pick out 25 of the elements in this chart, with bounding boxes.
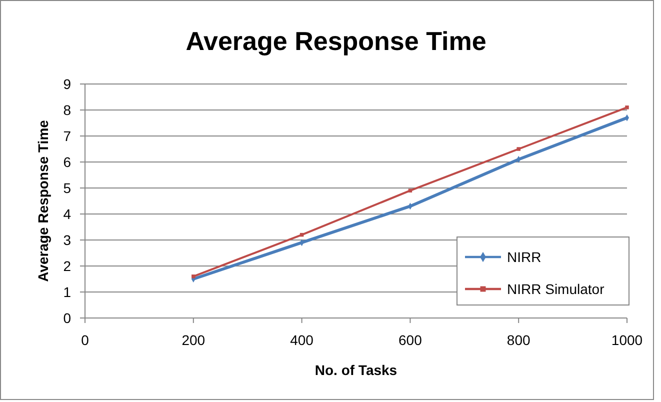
point (408, 188, 412, 192)
y-tick-label: 2 (63, 258, 72, 274)
y-axis-title: Average Response Time (35, 120, 51, 282)
legend-label: NIRR Simulator (507, 280, 605, 297)
x-tick-label: 200 (182, 332, 206, 348)
x-tick-label: 0 (81, 332, 90, 348)
x-axis-title: No. of Tasks (314, 362, 398, 378)
legend-label: NIRR (507, 248, 542, 265)
point (516, 147, 520, 151)
y-tick-label: 4 (63, 206, 72, 222)
chart-title: Average Response Time (186, 26, 486, 56)
y-tick-label: 8 (63, 102, 72, 118)
x-tick-label: 600 (398, 332, 422, 348)
x-tick-label: 400 (290, 332, 314, 348)
point (192, 274, 196, 278)
point (625, 106, 629, 110)
x-tick-label: 1000 (611, 332, 643, 348)
x-tick-label: 800 (506, 332, 530, 348)
y-tick-label: 5 (63, 180, 72, 196)
y-tick-label: 0 (63, 310, 72, 326)
y-tick-label: 9 (63, 76, 72, 92)
y-tick-label: 6 (63, 154, 72, 170)
y-tick-label: 7 (63, 128, 72, 144)
y-tick-label: 1 (63, 284, 72, 300)
y-tick-label: 3 (63, 232, 72, 248)
